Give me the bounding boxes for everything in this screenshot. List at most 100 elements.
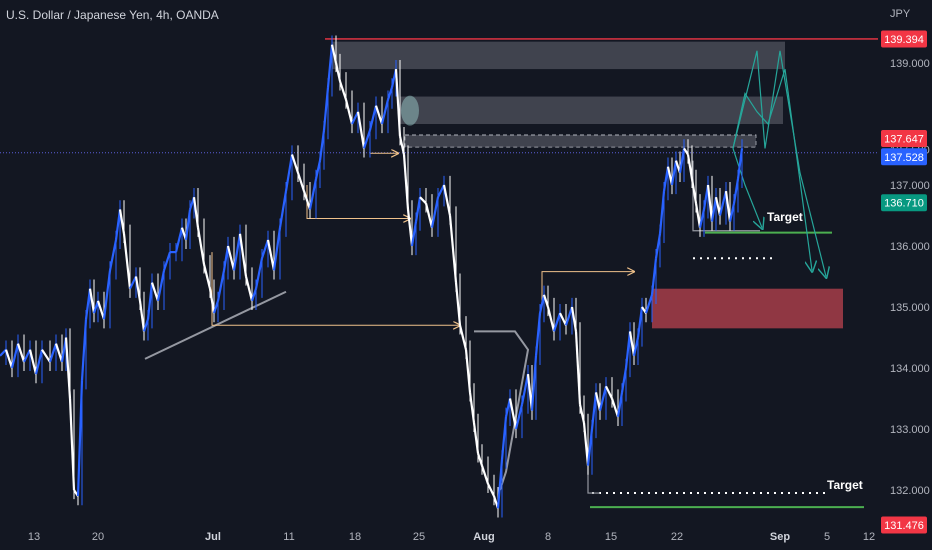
target-upper-label: Target — [767, 210, 803, 224]
price-segment — [76, 380, 84, 497]
price-segment — [590, 392, 598, 430]
price-segment — [386, 87, 394, 100]
price-segment — [650, 258, 658, 295]
price-segment — [464, 349, 472, 393]
price-segment — [96, 300, 106, 320]
x-tick-label: 8 — [545, 531, 551, 543]
price-segment — [468, 392, 476, 424]
price-segment — [534, 312, 542, 356]
price-segment — [636, 306, 644, 338]
price-segment — [212, 300, 220, 314]
price-segment — [260, 239, 270, 259]
price-segment — [290, 154, 300, 174]
price-segment — [487, 483, 495, 497]
price-segment — [644, 294, 654, 314]
y-tick-label: 132.000 — [890, 485, 930, 497]
x-tick-label: 25 — [413, 531, 425, 543]
price-segment — [698, 209, 706, 228]
price-segment — [402, 154, 410, 210]
price-segment — [476, 453, 484, 466]
price-segment — [398, 135, 406, 155]
price-segment — [570, 306, 578, 332]
price-segment — [406, 209, 414, 247]
x-tick-label: Sep — [770, 531, 790, 543]
price-segment — [686, 154, 694, 180]
target-lower-label: Target — [827, 478, 863, 492]
zones-layer — [332, 41, 843, 329]
price-segment — [351, 111, 359, 125]
price-segment — [284, 154, 294, 192]
supply-zone-low[interactable] — [404, 134, 757, 148]
price-segment — [232, 233, 242, 271]
supply-zone-top[interactable] — [332, 41, 785, 70]
price-segment — [624, 331, 632, 369]
price-segment — [338, 80, 348, 100]
price-segment — [594, 392, 602, 411]
price-segment — [334, 62, 342, 82]
price-segment — [156, 270, 166, 302]
time-axis[interactable]: 13 20 Jul 11 18 25 Aug 8 15 22 Sep 5 12 — [28, 531, 875, 543]
price-segment — [16, 343, 26, 363]
supply-zone-mid[interactable] — [400, 96, 783, 124]
price-segment — [702, 184, 710, 210]
price-segment — [326, 44, 334, 88]
price-segment — [92, 300, 100, 314]
projection-path-1 — [732, 50, 826, 277]
price-segment — [454, 282, 462, 326]
projection-path-2 — [732, 68, 812, 270]
price-segment — [472, 422, 480, 454]
price-segment — [318, 129, 326, 161]
price-segment — [266, 239, 276, 271]
price-segment — [322, 87, 330, 131]
price-segment — [598, 386, 608, 411]
price-segment — [296, 172, 306, 192]
price-segment — [184, 209, 192, 241]
price-segment — [142, 318, 150, 332]
x-tick-label: 15 — [605, 531, 617, 543]
bottom-price-badge-text: 131.476 — [884, 520, 924, 532]
price-segment — [605, 385, 613, 399]
high-price-badge — [881, 30, 927, 48]
demand-zone[interactable] — [652, 288, 843, 329]
price-segment — [736, 148, 744, 180]
price-segment — [728, 203, 736, 222]
y-tick-label: 137.000 — [890, 180, 930, 192]
zone-highlight-circle — [401, 95, 419, 126]
price-segment — [244, 276, 254, 302]
price-segment — [718, 190, 728, 216]
price-segment — [202, 264, 212, 289]
price-segment — [496, 459, 504, 509]
price-segment — [80, 319, 88, 381]
price-segment — [129, 276, 137, 290]
price-segment — [419, 196, 427, 205]
price-segment — [122, 233, 132, 289]
price-segment — [330, 44, 338, 64]
price-segment — [374, 105, 384, 125]
x-tick-label: 11 — [283, 531, 294, 543]
price-segment — [538, 294, 546, 314]
mid-high-price-badge-text: 137.647 — [884, 134, 924, 146]
price-segment — [610, 398, 620, 418]
price-segment — [616, 392, 624, 417]
price-segment — [222, 245, 230, 271]
price-segment — [442, 184, 452, 216]
price-segment — [706, 184, 714, 222]
price-segment — [68, 398, 76, 491]
price-segment — [308, 178, 318, 210]
price-segment — [272, 227, 282, 271]
price-segment — [4, 349, 14, 369]
price-segment — [102, 270, 112, 320]
x-tick-label: 18 — [349, 531, 361, 543]
price-segment — [458, 325, 468, 350]
price-axis[interactable]: 139.000137.580137.000136.000135.000134.0… — [890, 58, 930, 497]
price-segment — [678, 148, 686, 173]
price-segment — [134, 276, 142, 302]
price-segment — [564, 306, 574, 326]
price-segment — [526, 373, 534, 411]
price-segment — [48, 343, 58, 363]
price-segment — [380, 99, 390, 125]
price-segment — [410, 221, 418, 247]
price-segment — [28, 349, 38, 375]
price-segment — [437, 184, 445, 198]
